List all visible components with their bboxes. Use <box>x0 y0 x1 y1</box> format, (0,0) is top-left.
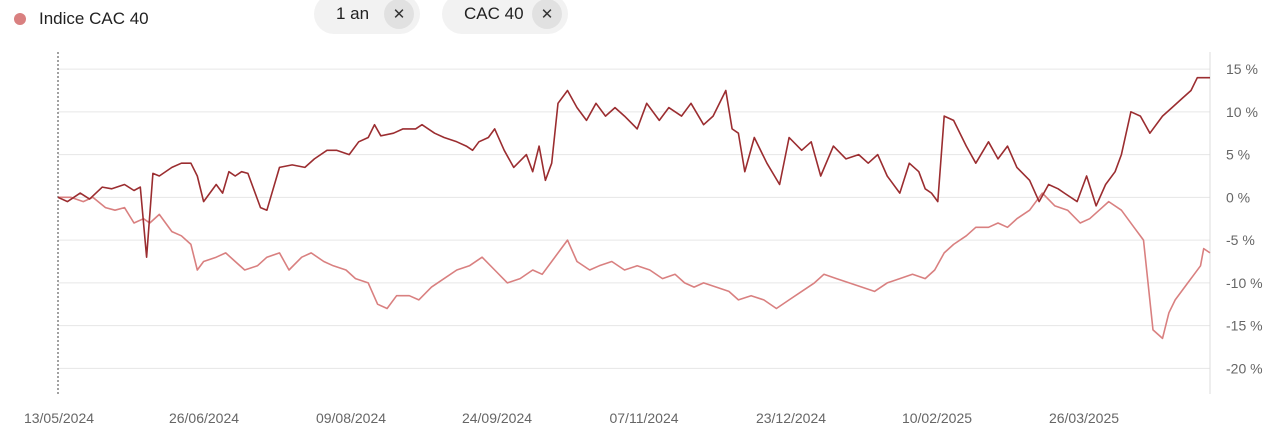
x-tick-label: 26/06/2024 <box>169 410 239 426</box>
index-filter-chip[interactable]: CAC 40 ✕ <box>442 0 568 34</box>
series-line <box>57 76 1210 259</box>
legend-label: Indice CAC 40 <box>39 9 149 28</box>
x-tick-label: 13/05/2024 <box>24 410 94 426</box>
y-tick-label: -15 % <box>1226 318 1263 334</box>
y-tick-label: 0 % <box>1226 189 1250 205</box>
x-tick-label: 26/03/2025 <box>1049 410 1119 426</box>
legend: Indice CAC 40 <box>14 9 149 29</box>
close-icon[interactable]: ✕ <box>384 0 414 29</box>
y-tick-label: -20 % <box>1226 360 1263 376</box>
y-tick-label: 10 % <box>1226 104 1258 120</box>
x-tick-label: 23/12/2024 <box>756 410 826 426</box>
y-tick-label: -5 % <box>1226 232 1255 248</box>
legend-marker <box>14 13 26 25</box>
x-tick-label: 09/08/2024 <box>316 410 386 426</box>
chip-label: 1 an <box>336 4 370 23</box>
x-tick-label: 24/09/2024 <box>462 410 532 426</box>
close-icon[interactable]: ✕ <box>532 0 562 29</box>
series-line <box>58 192 1211 340</box>
y-tick-label: 15 % <box>1226 61 1258 77</box>
y-tick-label: -10 % <box>1226 275 1263 291</box>
x-tick-label: 10/02/2025 <box>902 410 972 426</box>
y-tick-label: 5 % <box>1226 147 1250 163</box>
period-filter-chip[interactable]: 1 an ✕ <box>314 0 420 34</box>
chip-label: CAC 40 <box>464 4 524 23</box>
x-tick-label: 07/11/2024 <box>609 410 678 426</box>
